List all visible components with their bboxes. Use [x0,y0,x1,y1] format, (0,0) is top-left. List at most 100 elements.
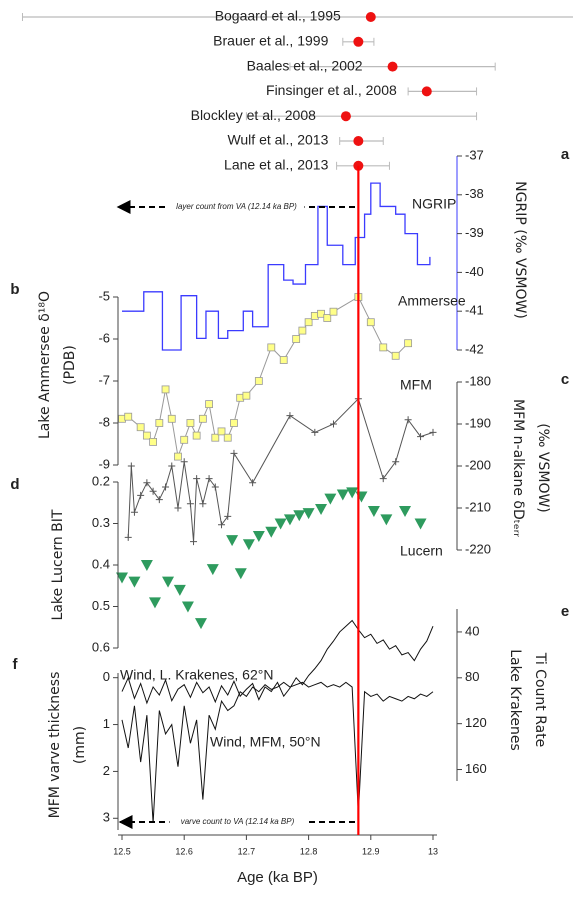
marker [252,530,265,542]
marker [367,506,380,518]
panel-letter: c [561,371,569,388]
marker [130,508,138,516]
x-tick-label: 12.9 [362,846,380,856]
y-tick-label: 0.2 [92,473,110,488]
y-tick-label: -190 [465,415,491,430]
marker [286,412,294,420]
marker [366,318,375,327]
marker [167,414,176,423]
marker [142,431,151,440]
marker [234,568,247,580]
panel-letter: f [13,656,19,673]
y-tick-label: -6 [98,330,110,345]
marker [302,508,315,520]
marker [417,433,425,441]
marker [336,489,349,501]
marker [226,535,239,547]
x-tick-label: 12.6 [175,846,193,856]
y-tick-label: -9 [98,456,110,471]
date-label: Wulf et al., 2013 [227,132,328,148]
marker [329,307,338,316]
marker [116,572,128,584]
marker [323,314,332,322]
marker [136,423,145,432]
y-axis-label: MFM n-alkane δDₜₑᵣᵣ [510,399,526,537]
x-axis-label: Age (ka BP) [237,869,318,886]
marker [124,533,132,541]
annotation: varve count to VA (12.14 ka BP) [181,817,295,826]
marker [143,479,151,487]
marker [199,500,207,508]
marker [161,385,170,394]
y-tick-label: -220 [465,541,491,556]
marker [414,518,427,530]
y-tick-label: -5 [98,288,110,303]
marker [180,458,188,466]
marker [267,343,276,352]
y-tick-label: 0.5 [92,598,110,613]
x-tick-label: 13 [428,846,438,856]
y-tick-label: 120 [465,715,487,730]
y-axis-label: Lake Lucern BIT [50,509,66,620]
marker [174,504,182,512]
x-tick-label: 12.8 [300,846,318,856]
series-line [121,296,409,459]
marker [293,510,306,522]
panel-letter: e [561,603,569,620]
y-tick-label: 40 [465,623,479,638]
marker [429,428,437,436]
y-tick-label: 80 [465,669,479,684]
date-point [340,111,351,122]
marker [380,514,393,526]
marker [206,564,219,576]
marker [317,309,325,318]
y-axis-label: NGRIP (‰ VSMOW) [512,181,528,319]
annotation-bg [169,816,306,828]
marker [283,514,296,526]
marker [137,491,145,499]
marker [198,414,207,423]
marker [192,431,201,440]
x-tick-label: 12.5 [113,846,131,856]
marker [180,435,189,444]
date-label: Lane et al., 2013 [224,157,329,173]
marker [168,462,176,470]
y-tick-label: 0.4 [92,556,110,571]
marker [315,503,328,515]
marker [298,326,307,335]
marker [392,458,400,466]
marker [379,343,388,352]
y-tick-label: 3 [103,810,110,825]
series-line [121,619,434,705]
marker [224,512,232,520]
y-tick-label: 2 [103,763,110,778]
series-label: Ammersee [398,293,466,309]
y-axis-label: (PDB) [62,345,78,385]
y-tick-label: -37 [465,147,484,162]
date-point [353,36,364,47]
y-tick-label: -39 [465,225,484,240]
marker [128,576,141,588]
y-tick-label: -41 [465,303,484,318]
series-line [121,681,434,823]
series-label: Wind, L. Krakenes, 62°N [120,667,273,683]
series-line [127,397,434,542]
marker [311,428,319,436]
marker [379,475,387,483]
annotation-bg [168,201,305,213]
marker [155,419,164,427]
marker [242,539,255,551]
marker [140,560,153,571]
date-label: Finsinger et al., 2008 [266,82,397,98]
marker [391,351,400,360]
series-line [122,182,431,351]
date-point [421,86,432,97]
marker [124,412,133,421]
date-point [353,136,364,146]
y-tick-label: 160 [465,761,487,776]
marker [149,487,157,495]
marker [181,601,194,613]
y-axis-label: Ti Count Rate [532,652,548,748]
y-tick-label: -200 [465,457,491,472]
marker [230,419,238,427]
